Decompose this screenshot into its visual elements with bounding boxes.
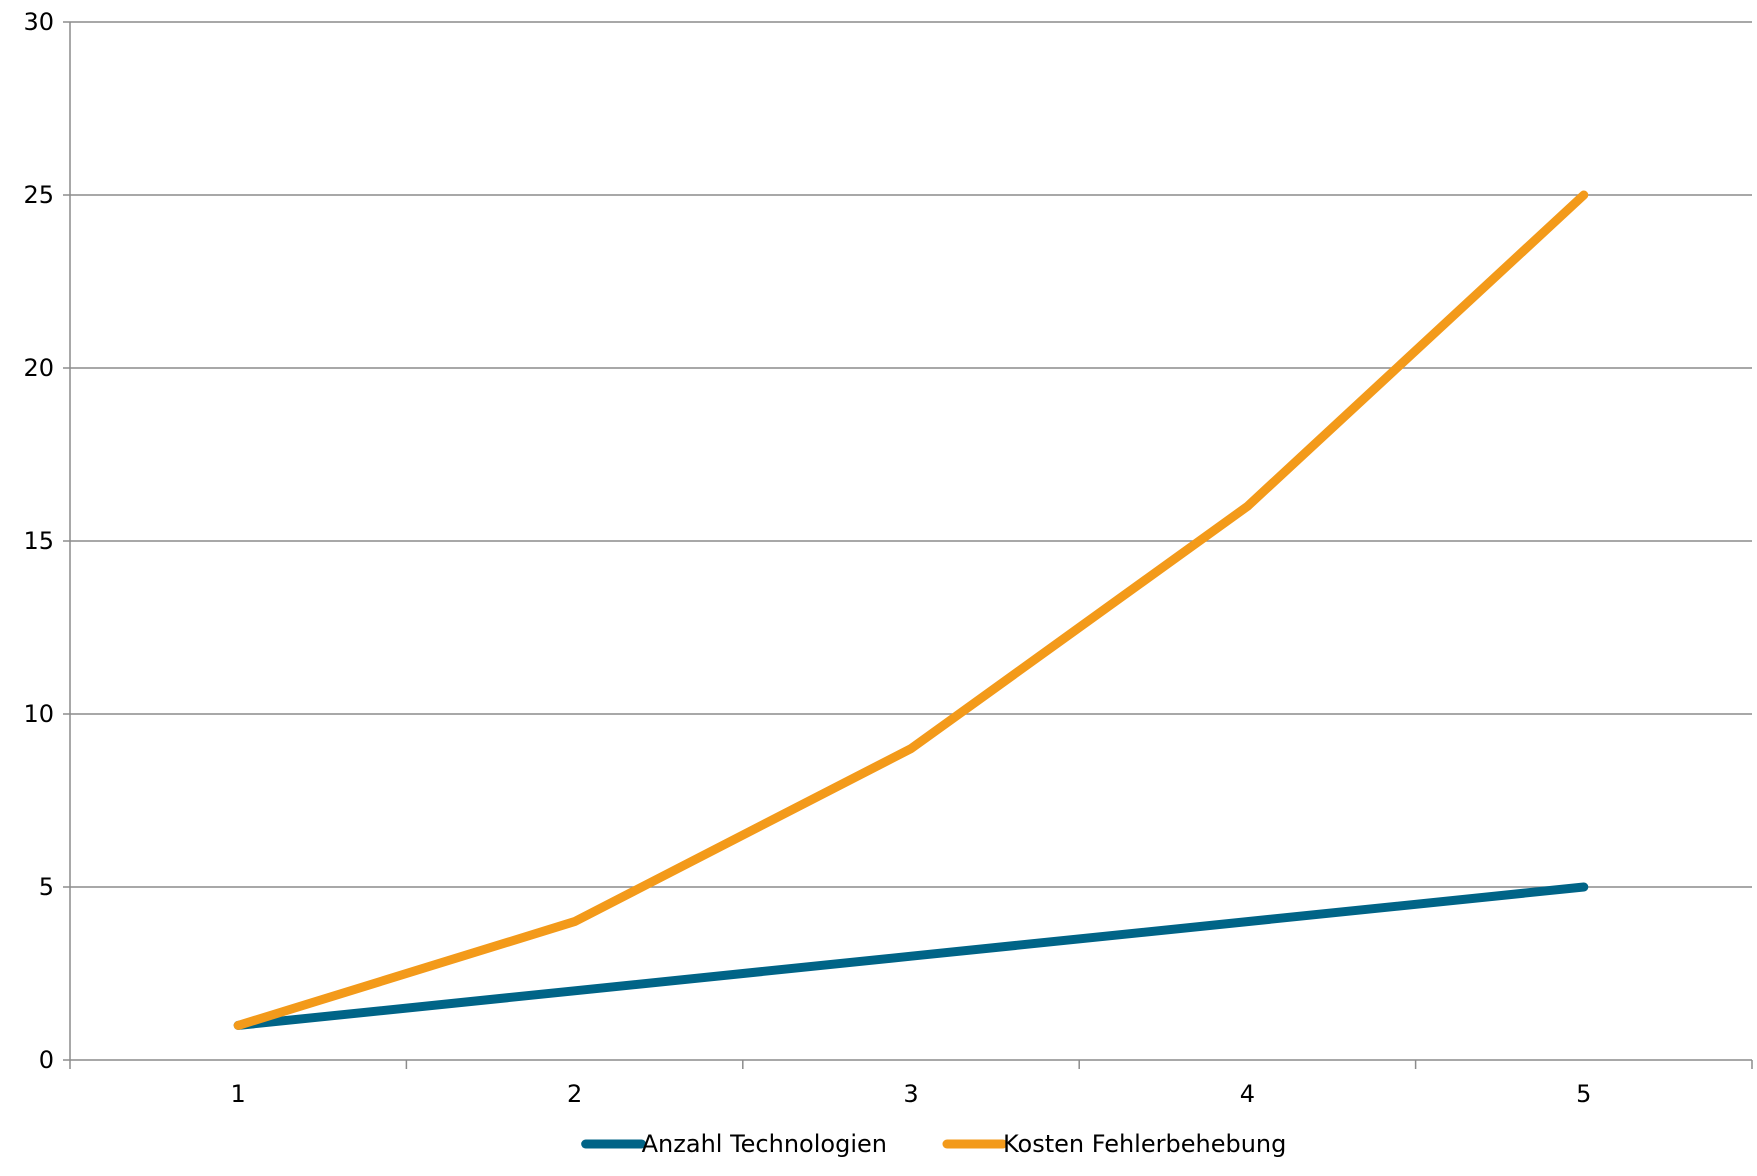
x-tick-label-4: 4 (1240, 1080, 1255, 1108)
series-2-point-2 (574, 921, 576, 923)
x-tick-label-1: 1 (231, 1080, 246, 1108)
y-tick-label-5: 5 (39, 873, 54, 901)
series-1-point-3 (910, 955, 912, 957)
series-2-point-3 (910, 748, 912, 750)
axes (63, 21, 1753, 1069)
series-2-point-5 (1583, 194, 1585, 196)
series-2-point-4 (1246, 505, 1248, 507)
legend: Anzahl Technologien Kosten Fehlerbehebung (581, 1130, 1286, 1158)
series-1-point-4 (1246, 921, 1248, 923)
x-tick-labels: 1 2 3 4 5 (231, 1080, 1592, 1108)
y-tick-label-10: 10 (23, 700, 54, 728)
legend-label-2: Kosten Fehlerbehebung (1003, 1130, 1286, 1158)
y-tick-labels: 0 5 10 15 20 25 30 (23, 8, 54, 1074)
x-tick-label-5: 5 (1576, 1080, 1591, 1108)
y-tick-label-0: 0 (39, 1046, 54, 1074)
series-lines (233, 190, 1589, 1030)
series-1-point-5 (1583, 886, 1585, 888)
series-1-point-2 (574, 990, 576, 992)
series-line-2 (233, 190, 1589, 1030)
gridlines (70, 21, 1752, 888)
y-tick-label-15: 15 (23, 527, 54, 555)
y-tick-label-30: 30 (23, 8, 54, 36)
y-tick-label-25: 25 (23, 181, 54, 209)
y-tick-label-20: 20 (23, 354, 54, 382)
legend-label-1: Anzahl Technologien (642, 1130, 887, 1158)
series-2-point-1 (237, 1024, 239, 1026)
x-tick-label-2: 2 (567, 1080, 582, 1108)
x-tick-label-3: 3 (903, 1080, 918, 1108)
